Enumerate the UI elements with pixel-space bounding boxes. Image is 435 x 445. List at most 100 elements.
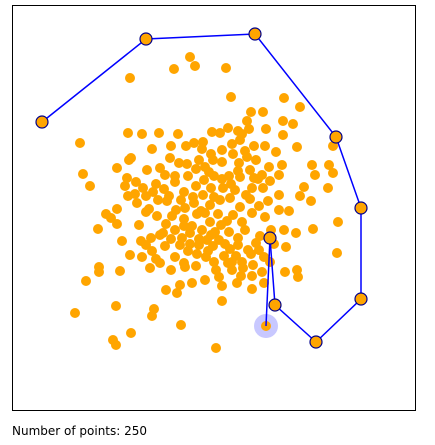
scatter-point[interactable] [237, 129, 247, 139]
scatter-point[interactable] [216, 220, 226, 230]
scatter-point[interactable] [234, 158, 244, 168]
scatter-point[interactable] [259, 252, 269, 262]
scatter-point[interactable] [137, 252, 147, 262]
scatter-point[interactable] [180, 262, 190, 272]
scatter-point[interactable] [260, 141, 270, 151]
scatter-point[interactable] [126, 328, 136, 338]
scatter-point[interactable] [292, 142, 302, 152]
scatter-point[interactable] [165, 153, 175, 163]
scatter-point[interactable] [169, 64, 179, 74]
scatter-point[interactable] [131, 177, 141, 187]
scatter-point[interactable] [191, 164, 201, 174]
scatter-point[interactable] [187, 278, 197, 288]
scatter-point[interactable] [308, 224, 318, 234]
scatter-point[interactable] [257, 170, 267, 180]
scatter-point[interactable] [144, 204, 154, 214]
scatter-point[interactable] [246, 249, 256, 259]
scatter-point[interactable] [241, 190, 251, 200]
scatter-point[interactable] [279, 93, 289, 103]
scatter-point[interactable] [205, 217, 215, 227]
scatter-point[interactable] [280, 267, 290, 277]
scatter-point[interactable] [278, 116, 288, 126]
scatter-point[interactable] [217, 281, 227, 291]
scatter-point[interactable] [277, 160, 287, 170]
scatter-point[interactable] [215, 128, 225, 138]
scatter-point[interactable] [192, 249, 202, 259]
scatter-point[interactable] [279, 225, 289, 235]
scatter-point[interactable] [112, 163, 122, 173]
scatter-point[interactable] [247, 208, 257, 218]
scatter-point[interactable] [183, 171, 193, 181]
scatter-point[interactable] [213, 209, 223, 219]
scatter-point[interactable] [254, 245, 264, 255]
scatter-point[interactable] [132, 198, 142, 208]
scatter-point[interactable] [332, 248, 342, 258]
scatter-point[interactable] [221, 63, 231, 73]
scatter-point[interactable] [176, 320, 186, 330]
scatter-point[interactable] [200, 275, 210, 285]
scatter-point[interactable] [188, 192, 198, 202]
scatter-point[interactable] [172, 288, 182, 298]
scatter-point[interactable] [261, 124, 271, 134]
scatter-point[interactable] [106, 213, 116, 223]
scatter-point[interactable] [240, 225, 250, 235]
scatter-point[interactable] [174, 158, 184, 168]
scatter-point[interactable] [142, 165, 152, 175]
scatter-point[interactable] [247, 284, 257, 294]
scatter-point[interactable] [284, 206, 294, 216]
scatter-point[interactable] [180, 203, 190, 213]
scatter-point[interactable] [254, 201, 264, 211]
scatter-point[interactable] [151, 179, 161, 189]
scatter-point[interactable] [166, 141, 176, 151]
hull-vertex[interactable] [139, 32, 153, 46]
scatter-point[interactable] [155, 230, 165, 240]
scatter-point[interactable] [288, 119, 298, 129]
hull-vertex[interactable] [329, 130, 343, 144]
scatter-point[interactable] [198, 190, 208, 200]
scatter-point[interactable] [258, 183, 268, 193]
scatter-point[interactable] [245, 165, 255, 175]
scatter-point[interactable] [306, 196, 316, 206]
scatter-point[interactable] [274, 205, 284, 215]
scatter-point[interactable] [208, 241, 218, 251]
scatter-point[interactable] [141, 191, 151, 201]
scatter-point[interactable] [189, 138, 199, 148]
scatter-point[interactable] [205, 200, 215, 210]
scatter-point[interactable] [197, 144, 207, 154]
scatter-point[interactable] [161, 219, 171, 229]
scatter-point[interactable] [242, 116, 252, 126]
scatter-point[interactable] [237, 257, 247, 267]
scatter-point[interactable] [328, 168, 338, 178]
scatter-point[interactable] [227, 139, 237, 149]
scatter-point[interactable] [115, 266, 125, 276]
scatter-point[interactable] [141, 240, 151, 250]
hull-vertex[interactable] [354, 292, 368, 306]
scatter-point[interactable] [210, 227, 220, 237]
scatter-point[interactable] [137, 129, 147, 139]
scatter-point[interactable] [200, 208, 210, 218]
hull-vertex[interactable] [35, 115, 49, 129]
scatter-point[interactable] [154, 128, 164, 138]
scatter-point[interactable] [244, 124, 254, 134]
scatter-point[interactable] [194, 155, 204, 165]
scatter-point[interactable] [70, 308, 80, 318]
scatter-point[interactable] [217, 145, 227, 155]
scatter-point[interactable] [295, 102, 305, 112]
scatter-point[interactable] [182, 159, 192, 169]
scatter-point[interactable] [170, 225, 180, 235]
scatter-point[interactable] [233, 166, 243, 176]
scatter-point[interactable] [263, 196, 273, 206]
scatter-point[interactable] [111, 301, 121, 311]
scatter-point[interactable] [274, 190, 284, 200]
scatter-point[interactable] [247, 183, 257, 193]
scatter-point[interactable] [181, 141, 191, 151]
scatter-point[interactable] [161, 285, 171, 295]
scatter-point[interactable] [295, 191, 305, 201]
scatter-point[interactable] [228, 210, 238, 220]
scatter-point[interactable] [242, 152, 252, 162]
scatter-point[interactable] [274, 170, 284, 180]
scatter-point[interactable] [204, 167, 214, 177]
scatter-point[interactable] [206, 183, 216, 193]
scatter-point[interactable] [211, 343, 221, 353]
scatter-point[interactable] [226, 92, 236, 102]
